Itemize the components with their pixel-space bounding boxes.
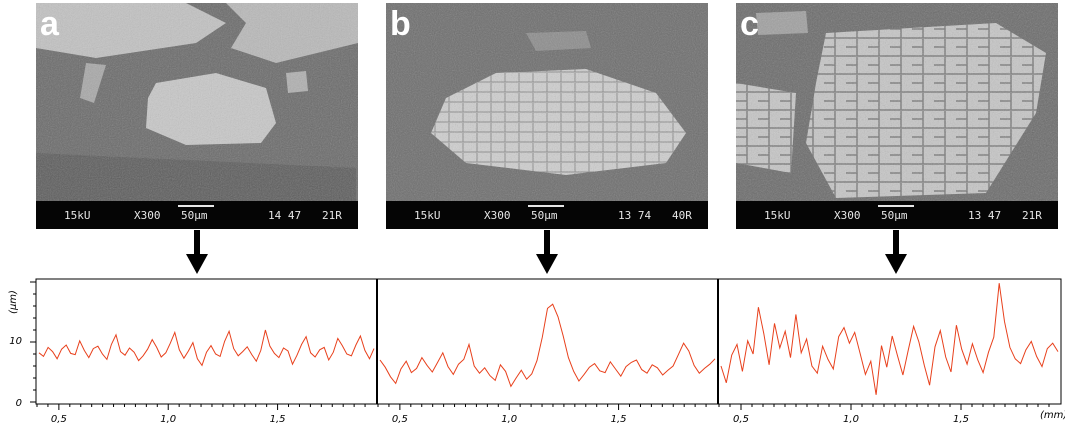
sem-code-a: 14 47 [268,209,302,222]
x-tick-label: 1,5 [270,414,286,425]
x-tick-label: 1,0 [160,414,176,425]
profile-line-c [720,283,1059,395]
sem-texture-b [386,3,708,203]
sem-texture-c [736,3,1058,203]
x-tick-label: 1,0 [501,414,517,425]
plot-frame [35,278,1062,405]
surface-profile-chart: (µm) 0 10 (mm) 0,5 1,0 1,5 0,5 1,0 1,5 0,5 1,0 1… [8,278,1065,425]
x-tick-label: 0,5 [392,414,408,425]
down-arrow-icon [536,230,558,274]
sem-image-b: b 15kU X300 50µm 13 74 40R [386,3,708,229]
scale-bar-strip-b: 15kU X300 50µm 13 74 40R [386,201,708,229]
scale-bar-c [878,205,914,207]
down-arrow-icon [885,230,907,274]
profile-line-a [38,329,375,367]
panel-label-a: a [40,5,59,43]
x-tick-label: 0,5 [51,414,67,425]
sem-voltage-c: 15kU [764,209,791,222]
y-tick-0: 0 [16,398,22,409]
x-tick-label: 1,0 [843,414,859,425]
sem-scale-b: 50µm [531,209,558,222]
sem-voltage-a: 15kU [64,209,91,222]
down-arrow-icon [186,230,208,274]
profile-line-b [379,303,716,388]
sem-code-c: 13 47 [968,209,1002,222]
x-axis-unit: (mm) [1040,410,1065,421]
y-tick-10: 10 [9,336,22,347]
sem-id-b: 40R [672,209,692,222]
sem-texture-a [36,3,358,203]
scale-bar-a [178,205,214,207]
sem-id-c: 21R [1022,209,1042,222]
sem-scale-c: 50µm [881,209,908,222]
panel-label-b: b [390,5,411,43]
sem-id-a: 21R [322,209,342,222]
panel-label-c: c [740,5,759,43]
sem-image-c: c 15kU X300 50µm 13 47 21R [736,3,1058,229]
x-tick-label: 1,5 [953,414,969,425]
scale-bar-strip-a: 15kU X300 50µm 14 47 21R [36,201,358,229]
sem-magnification-c: X300 [834,209,861,222]
sem-scale-a: 50µm [181,209,208,222]
scale-bar-b [528,205,564,207]
x-tick-label: 0,5 [733,414,749,425]
sem-magnification-a: X300 [134,209,161,222]
x-tick-label: 1,5 [611,414,627,425]
sem-image-a: a 15kU X300 50µm 14 47 21R [36,3,358,229]
sem-code-b: 13 74 [618,209,652,222]
sem-voltage-b: 15kU [414,209,441,222]
sem-magnification-b: X300 [484,209,511,222]
scale-bar-strip-c: 15kU X300 50µm 13 47 21R [736,201,1058,229]
y-axis-label: (µm) [8,290,19,314]
